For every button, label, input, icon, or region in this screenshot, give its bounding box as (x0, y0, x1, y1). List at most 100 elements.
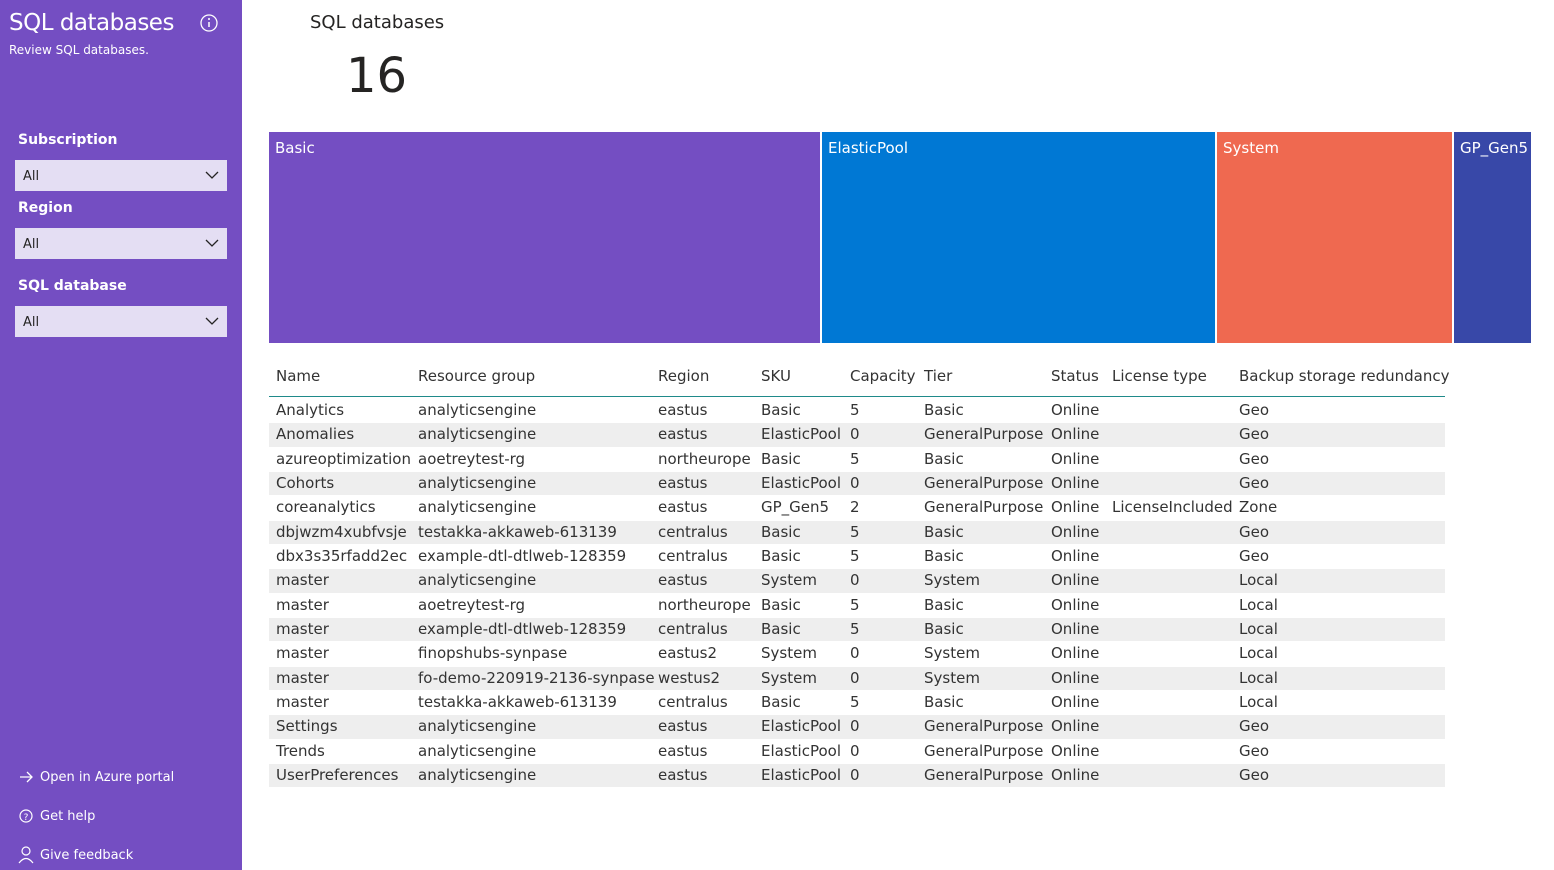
table-cell: 0 (850, 717, 860, 736)
table-cell: Online (1051, 546, 1100, 565)
table-cell: Online (1051, 644, 1100, 663)
table-cell: eastus (658, 571, 708, 590)
column-header: Resource group (418, 367, 536, 385)
table-cell: GeneralPurpose (924, 741, 1044, 760)
table-cell: Local (1239, 571, 1278, 590)
table-cell: Online (1051, 595, 1100, 614)
table-cell: Basic (924, 449, 964, 468)
row-band (269, 569, 1445, 593)
table-cell: analyticsengine (418, 425, 537, 444)
treemap-tile[interactable] (1454, 132, 1531, 343)
sidebar-link[interactable]: Get help (40, 809, 96, 824)
table-cell: Online (1051, 449, 1100, 468)
filter-label: Subscription (18, 132, 118, 148)
table-cell: Geo (1239, 741, 1270, 760)
chevron (205, 317, 219, 325)
table-cell: 0 (850, 668, 860, 687)
sidebar: SQL databases Review SQL databases. Subs… (0, 0, 242, 870)
table-cell: Geo (1239, 449, 1270, 468)
table-cell: Online (1051, 765, 1100, 784)
table-cell: eastus (658, 425, 708, 444)
sidebar-link[interactable]: Give feedback (40, 848, 134, 863)
table-cell: Local (1239, 644, 1278, 663)
table-cell: Basic (761, 401, 801, 419)
row-band (269, 617, 1445, 642)
table-cell: eastus (658, 473, 708, 492)
table-cell: Cohorts (276, 473, 335, 492)
column-header: SKU (761, 367, 791, 385)
table-cell: Basic (924, 619, 964, 638)
info-icon[interactable] (199, 13, 219, 33)
table-cell: Online (1051, 741, 1100, 760)
table-cell: 5 (850, 595, 860, 614)
table-cell: Anomalies (276, 425, 355, 444)
table-cell: 0 (850, 571, 860, 590)
column-header: Region (658, 367, 710, 385)
table-cell: Basic (761, 619, 801, 638)
table-cell: Geo (1239, 473, 1270, 492)
table-cell: Analytics (276, 401, 345, 419)
table-cell: analyticsengine (418, 473, 537, 492)
table-cell: ElasticPool (761, 765, 841, 784)
table-cell: Online (1051, 692, 1100, 711)
sidebar-title: SQL databases (9, 10, 174, 36)
table-cell: 5 (850, 546, 860, 565)
table-cell: centralus (658, 546, 728, 565)
column-header: Name (276, 367, 321, 385)
column-header: License type (1112, 367, 1207, 385)
table-cell: Online (1051, 668, 1100, 687)
table-cell: Local (1239, 668, 1278, 687)
table-cell: 0 (850, 644, 860, 663)
table-cell: example-dtl-dtlweb-128359 (418, 546, 627, 565)
table-cell: System (924, 668, 980, 687)
table-cell: Basic (924, 692, 964, 711)
table-cell: UserPreferences (276, 765, 399, 784)
table-cell: analyticsengine (418, 765, 537, 784)
table-cell: master (276, 668, 329, 687)
treemap-tile[interactable] (1217, 132, 1452, 343)
table-cell: Geo (1239, 522, 1270, 541)
table-cell: Settings (276, 717, 338, 736)
treemap-tile[interactable] (269, 132, 820, 343)
table-cell: testakka-akkaweb-613139 (418, 522, 617, 541)
treemap-tile[interactable] (822, 132, 1215, 343)
chevron (205, 239, 219, 247)
table-cell: eastus (658, 401, 708, 419)
table-cell: Online (1051, 401, 1100, 419)
table-cell: Online (1051, 498, 1100, 517)
table-cell: northeurope (658, 595, 751, 614)
table-cell: testakka-akkaweb-613139 (418, 692, 617, 711)
table-cell: azureoptimization (276, 449, 411, 468)
table: Name Resource group Region SKU Capacity Tier S… (269, 362, 1449, 792)
filter-dropdown[interactable]: All (15, 306, 227, 337)
column-header: Capacity (850, 367, 916, 385)
svg-text:?: ? (24, 813, 29, 823)
table-cell: coreanalytics (276, 498, 376, 517)
sidebar-link[interactable]: Open in Azure portal (40, 770, 175, 785)
table-cell: Basic (924, 546, 964, 565)
treemap: Basic ElasticPool System GP_Gen5 (269, 132, 1531, 343)
table-cell: eastus2 (658, 644, 717, 663)
table-cell: westus2 (658, 668, 721, 687)
table-cell: GeneralPurpose (924, 765, 1044, 784)
table-cell: aoetreytest-rg (418, 449, 526, 468)
table-cell: analyticsengine (418, 498, 537, 517)
table-cell: ElasticPool (761, 717, 841, 736)
table-cell: Basic (924, 595, 964, 614)
filter-dropdown[interactable]: All (15, 228, 227, 259)
table-cell: 2 (850, 498, 860, 517)
table-cell: Trends (276, 741, 325, 760)
filter-dropdown[interactable]: All (15, 160, 227, 191)
table-cell: Zone (1239, 498, 1278, 517)
table-cell: ElasticPool (761, 741, 841, 760)
table-cell: analyticsengine (418, 741, 537, 760)
table-cell: Online (1051, 425, 1100, 444)
row-band (269, 423, 1445, 447)
card-title: SQL databases (310, 12, 445, 33)
table-cell: ElasticPool (761, 425, 841, 444)
table-cell: Basic (761, 449, 801, 468)
table-cell: Basic (761, 595, 801, 614)
treemap-label: System (1223, 139, 1279, 157)
table-cell: aoetreytest-rg (418, 595, 526, 614)
